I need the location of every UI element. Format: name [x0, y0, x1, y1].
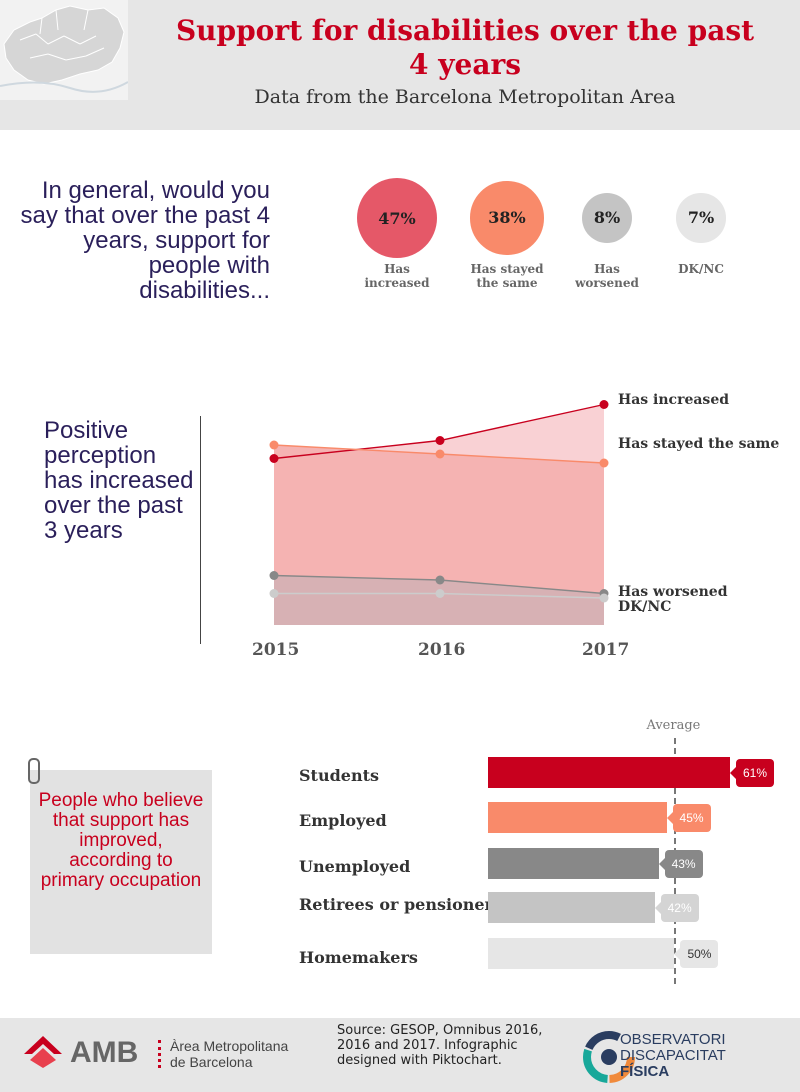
x-tick-2016: 2016 — [418, 640, 466, 660]
amb-logo-icon — [24, 1036, 62, 1068]
bar-label-0: Students — [299, 766, 379, 785]
series-label-3: DK/NC — [618, 599, 672, 615]
page-subtitle: Data from the Barcelona Metropolitan Are… — [254, 86, 676, 108]
observatori-line-3: FÍSICA — [620, 1063, 670, 1080]
observatori-logo-icon — [583, 1031, 635, 1083]
header-band — [0, 0, 800, 130]
perception-title: Positive perception has increased over t… — [44, 417, 194, 544]
amb-name-line-2: de Barcelona — [170, 1054, 253, 1070]
series-point-2-1 — [435, 575, 445, 585]
bubble-0: 47% — [357, 178, 437, 258]
bubble-3: 7% — [676, 193, 726, 243]
question-text: In general, would you say that over the … — [20, 177, 270, 304]
series-label-1: Has stayed the same — [618, 436, 780, 452]
bar-value-label-4: 50% — [674, 940, 719, 968]
bubble-2: 8% — [581, 192, 633, 244]
bar-3 — [488, 892, 655, 923]
series-point-1-1 — [435, 449, 445, 459]
series-label-2: Has worsened — [618, 584, 728, 600]
series-point-3-2 — [599, 593, 609, 603]
area-fill-2 — [274, 575, 604, 625]
series-point-3-0 — [269, 589, 279, 598]
series-point-2-0 — [269, 571, 279, 580]
x-tick-2015: 2015 — [252, 640, 300, 660]
observatori-name: OBSERVATORI DISCAPACITAT FÍSICA — [620, 1032, 726, 1080]
bubble-1: 38% — [470, 181, 544, 255]
series-label-0: Has increased — [618, 392, 730, 408]
bar-value-label-2: 43% — [658, 850, 703, 878]
bar-label-2: Unemployed — [299, 857, 411, 876]
bar-0 — [488, 757, 730, 788]
series-point-1-0 — [269, 440, 279, 450]
series-point-0-1 — [435, 436, 445, 445]
bar-value-label-0: 61% — [729, 759, 775, 787]
bubble-label-0: Has increased — [364, 262, 430, 290]
page-title: Support for disabilities over the past 4… — [175, 14, 755, 81]
average-label: Average — [646, 718, 701, 733]
bubble-label-3: DK/NC — [678, 262, 724, 276]
amb-separator — [158, 1040, 164, 1068]
source-note: Source: GESOP, Omnibus 2016, 2016 and 20… — [337, 1023, 543, 1068]
amb-logo-text: AMB — [70, 1036, 139, 1069]
series-point-0-0 — [269, 454, 279, 463]
bar-1 — [488, 802, 667, 833]
bar-label-4: Homemakers — [299, 948, 418, 967]
bar-label-1: Employed — [299, 811, 387, 830]
bar-value-label-3: 42% — [654, 894, 699, 922]
series-point-3-1 — [435, 589, 445, 598]
occupation-title: People who believe that support has impr… — [38, 790, 204, 891]
observatori-line-1: OBSERVATORI — [620, 1031, 726, 1048]
observatori-line-2: DISCAPACITAT — [620, 1047, 726, 1064]
x-tick-2017: 2017 — [582, 640, 630, 660]
series-point-0-2 — [599, 400, 609, 409]
bubble-label-2: Has worsened — [575, 262, 639, 290]
bar-2 — [488, 848, 659, 879]
amb-name: Àrea Metropolitana de Barcelona — [170, 1038, 288, 1070]
paperclip-icon — [28, 758, 40, 784]
series-point-1-2 — [599, 458, 609, 468]
bubble-label-1: Has stayed the same — [470, 262, 544, 290]
bar-value-label-1: 45% — [666, 804, 711, 832]
bar-4 — [488, 938, 675, 969]
area-chart — [269, 400, 609, 625]
map-thumbnail — [0, 0, 129, 100]
footer-band — [0, 1018, 800, 1092]
divider-line — [200, 416, 201, 644]
bar-label-3: Retirees or pensioners — [299, 895, 502, 914]
amb-name-line-1: Àrea Metropolitana — [170, 1038, 289, 1054]
occupation-box — [30, 770, 212, 954]
